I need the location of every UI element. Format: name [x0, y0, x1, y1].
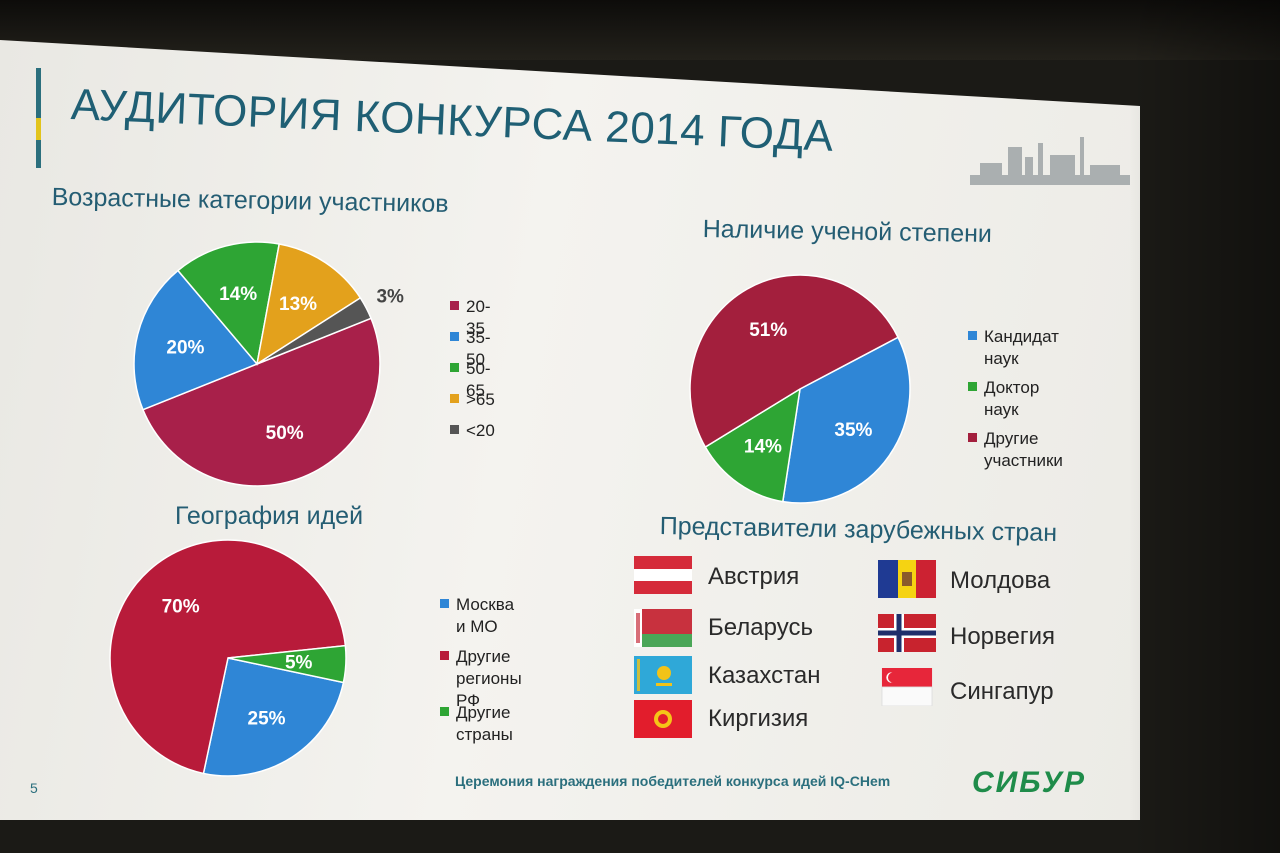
- legend-swatch: [440, 707, 449, 716]
- room-shadow: [1130, 0, 1280, 853]
- chart-title-geography: География идей: [175, 502, 364, 530]
- legend-item: Москва и МО: [440, 594, 514, 638]
- legend-swatch: [968, 433, 977, 442]
- pie-chart-age: 50% 20% 14% 13% 3%: [133, 241, 404, 487]
- room-background: [0, 0, 1280, 60]
- legend-item: 50-65: [450, 358, 491, 402]
- legend-swatch: [450, 394, 459, 403]
- legend-label: 20-35: [466, 297, 491, 338]
- legend-label: Кандидат наук: [984, 327, 1059, 368]
- title-accent-bar-bottom: [36, 140, 41, 168]
- country-name: Австрия: [708, 563, 800, 590]
- legend-item: >65: [450, 389, 495, 411]
- legend-label: <20: [466, 421, 495, 440]
- country-name: Казахстан: [708, 662, 821, 689]
- pie-slice: [689, 274, 900, 449]
- legend-label: Другие участники: [984, 429, 1063, 470]
- pie-data-label: 25%: [248, 708, 286, 729]
- legend-item: Доктор наук: [968, 377, 1039, 421]
- legend-swatch: [440, 651, 449, 660]
- legend-swatch: [450, 363, 459, 372]
- legend-swatch: [450, 425, 459, 434]
- legend-item: Другие регионы РФ: [440, 646, 522, 712]
- legend-swatch: [450, 301, 459, 310]
- pie-slice: [704, 387, 801, 503]
- slide-number: 5: [30, 780, 38, 796]
- pie-slice: [176, 241, 281, 366]
- pie-slice: [255, 243, 362, 366]
- legend-label: Другие регионы РФ: [456, 647, 522, 710]
- country-name: Киргизия: [708, 705, 809, 732]
- pie-slice: [227, 644, 347, 684]
- title-accent-bar: [36, 68, 41, 118]
- pie-chart-degree: 35% 14% 51%: [689, 274, 911, 504]
- legend-swatch: [450, 332, 459, 341]
- legend-label: 35-50: [466, 328, 491, 369]
- pie-slice: [781, 336, 911, 504]
- austria-flag: [634, 556, 692, 594]
- country-name: Беларусь: [708, 614, 813, 641]
- pie-data-label: 20%: [166, 337, 204, 358]
- pie-data-label: 51%: [749, 320, 787, 341]
- kyrgyzstan-flag: [634, 700, 692, 738]
- sibur-logo: СИБУР: [972, 766, 1087, 799]
- legend-label: Доктор наук: [984, 378, 1040, 419]
- pie-data-label: 35%: [834, 420, 872, 441]
- pie-slice: [256, 296, 373, 365]
- pie-data-label: 70%: [162, 596, 200, 617]
- country-name: Сингапур: [950, 678, 1054, 705]
- legend-item: 20-35: [450, 296, 491, 340]
- legend-label: Другие страны: [456, 703, 513, 744]
- pie-slice: [109, 539, 347, 775]
- title-accent-bar-yellow: [36, 118, 41, 140]
- legend-item: <20: [450, 420, 495, 442]
- legend-swatch: [968, 331, 977, 340]
- pie-data-label: 5%: [285, 653, 313, 674]
- legend-label: >65: [466, 390, 495, 409]
- pie-slice: [141, 317, 381, 487]
- legend-item: Другие участники: [968, 428, 1063, 472]
- chart-title-degree: Наличие ученой степени: [702, 215, 993, 249]
- pie-data-label: 3%: [376, 287, 404, 308]
- pie-data-label: 13%: [279, 294, 317, 315]
- pie-data-label: 50%: [266, 423, 304, 444]
- kazakhstan-flag: [634, 656, 692, 694]
- pie-slice: [202, 657, 345, 777]
- legend-swatch: [440, 599, 449, 608]
- norway-flag: [878, 614, 936, 652]
- legend-label: 50-65: [466, 359, 491, 400]
- singapore-flag: [881, 668, 933, 706]
- pie-data-label: 14%: [744, 437, 782, 458]
- moldova-flag: [878, 560, 936, 598]
- footer-caption: Церемония награждения победителей конкур…: [455, 773, 891, 789]
- legend-swatch: [968, 382, 977, 391]
- legend-item: 35-50: [450, 327, 491, 371]
- country-name: Норвегия: [950, 623, 1056, 650]
- legend-label: Москва и МО: [456, 595, 515, 636]
- pie-chart-geography: 25% 70% 5%: [109, 539, 347, 777]
- legend-item: Другие страны: [440, 702, 513, 746]
- pie-slice: [133, 269, 259, 411]
- country-name: Молдова: [950, 567, 1051, 594]
- legend-item: Кандидат наук: [968, 326, 1059, 370]
- belarus-flag: [634, 609, 692, 647]
- pie-data-label: 14%: [219, 284, 257, 305]
- factory-icon: [970, 137, 1130, 185]
